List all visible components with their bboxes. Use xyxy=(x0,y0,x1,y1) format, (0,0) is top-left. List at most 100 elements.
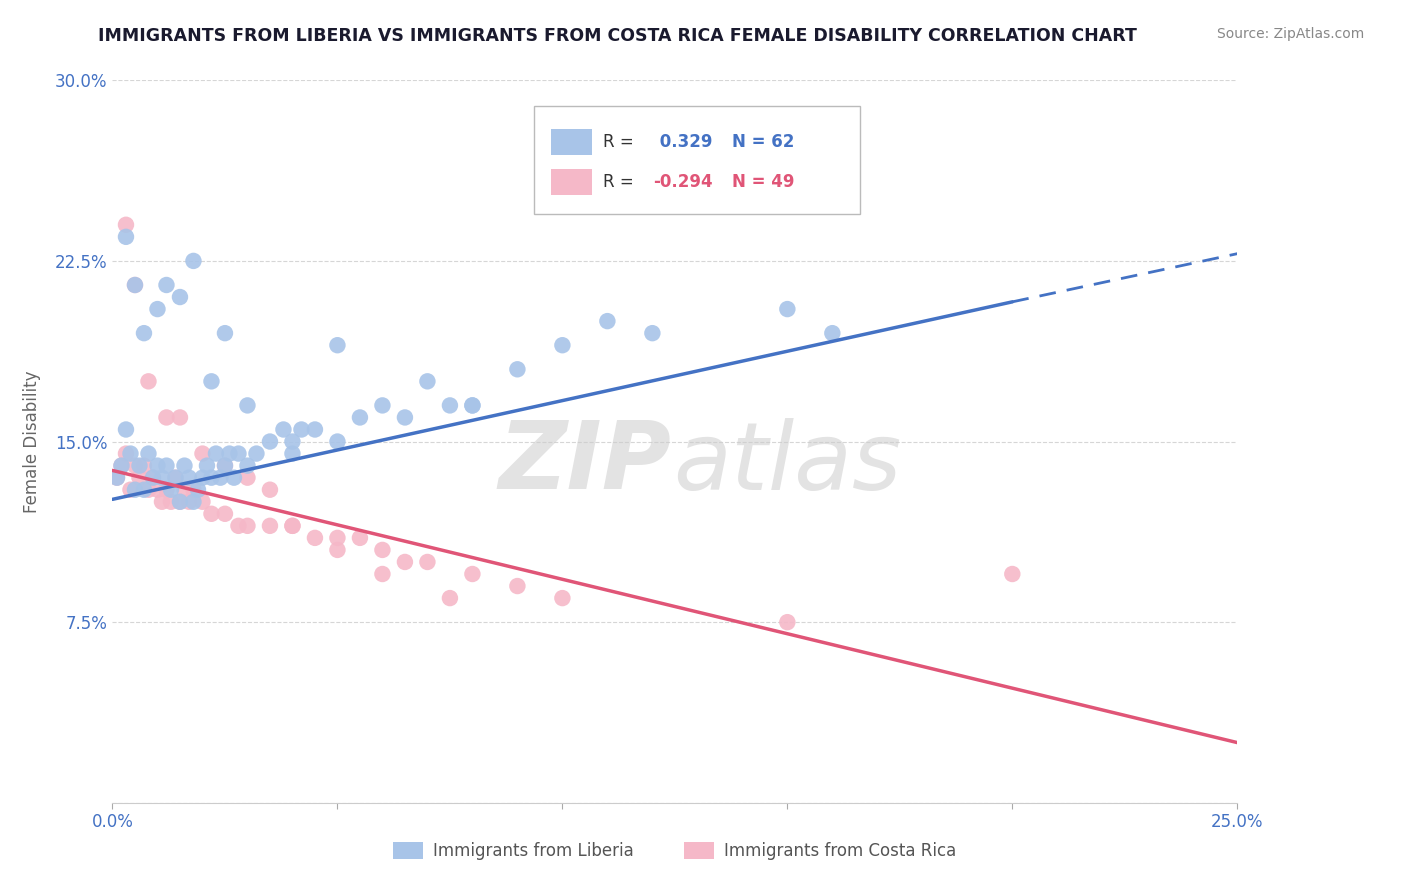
Point xyxy=(183,253,205,268)
Point xyxy=(132,458,155,473)
Text: -0.294: -0.294 xyxy=(654,173,713,191)
Point xyxy=(200,374,222,388)
Text: N = 62: N = 62 xyxy=(733,133,794,151)
FancyBboxPatch shape xyxy=(551,169,592,195)
Point xyxy=(138,446,160,460)
Point xyxy=(236,470,259,484)
Point xyxy=(146,483,169,497)
Point xyxy=(169,494,191,508)
Point xyxy=(124,483,146,497)
Point xyxy=(155,458,177,473)
Point xyxy=(326,531,349,545)
Point xyxy=(326,338,349,352)
Point xyxy=(776,615,799,630)
Point xyxy=(394,410,416,425)
Point xyxy=(214,507,236,521)
Point xyxy=(155,277,177,292)
Point xyxy=(169,290,191,304)
Point xyxy=(214,458,236,473)
Text: Source: ZipAtlas.com: Source: ZipAtlas.com xyxy=(1216,27,1364,41)
Point xyxy=(326,434,349,449)
Point xyxy=(169,494,191,508)
Point xyxy=(439,398,461,412)
Point xyxy=(177,494,200,508)
Point xyxy=(209,470,232,484)
Point xyxy=(160,483,183,497)
Point xyxy=(120,483,142,497)
Point xyxy=(281,518,304,533)
Text: IMMIGRANTS FROM LIBERIA VS IMMIGRANTS FROM COSTA RICA FEMALE DISABILITY CORRELAT: IMMIGRANTS FROM LIBERIA VS IMMIGRANTS FR… xyxy=(98,27,1137,45)
Point xyxy=(214,326,236,340)
Point xyxy=(120,446,142,460)
Point xyxy=(191,494,214,508)
Point xyxy=(506,362,529,376)
Point xyxy=(138,374,160,388)
Point xyxy=(776,301,799,317)
Point xyxy=(110,458,132,473)
Point xyxy=(128,470,150,484)
Point xyxy=(132,326,155,340)
Point xyxy=(195,458,218,473)
Y-axis label: Female Disability: Female Disability xyxy=(22,370,41,513)
Point xyxy=(259,518,281,533)
Point xyxy=(146,301,169,317)
Point xyxy=(394,555,416,569)
Point xyxy=(160,494,183,508)
Point xyxy=(124,458,146,473)
FancyBboxPatch shape xyxy=(551,128,592,154)
Point xyxy=(173,483,195,497)
Point xyxy=(177,470,200,484)
Text: 0.329: 0.329 xyxy=(654,133,711,151)
Point xyxy=(191,446,214,460)
Point xyxy=(155,410,177,425)
FancyBboxPatch shape xyxy=(534,105,860,214)
Point xyxy=(228,518,250,533)
Point xyxy=(1001,567,1024,582)
Point xyxy=(281,518,304,533)
Point xyxy=(273,422,295,436)
Point xyxy=(214,458,236,473)
Point xyxy=(349,410,371,425)
Point xyxy=(138,483,160,497)
Legend: Immigrants from Liberia, Immigrants from Costa Rica: Immigrants from Liberia, Immigrants from… xyxy=(387,835,963,867)
Point xyxy=(326,542,349,557)
Point xyxy=(596,314,619,328)
Point xyxy=(183,494,205,508)
Point xyxy=(165,470,187,484)
Point xyxy=(200,507,222,521)
Point xyxy=(461,398,484,412)
Point xyxy=(506,579,529,593)
Point xyxy=(191,470,214,484)
Point xyxy=(105,470,128,484)
Point xyxy=(439,591,461,605)
Point xyxy=(371,542,394,557)
Point xyxy=(821,145,844,160)
Text: R =: R = xyxy=(603,133,638,151)
Point xyxy=(222,470,245,484)
Point xyxy=(228,446,250,460)
Point xyxy=(115,422,138,436)
Point xyxy=(236,398,259,412)
Point xyxy=(304,531,326,545)
Point xyxy=(218,446,240,460)
Point xyxy=(173,458,195,473)
Point xyxy=(132,483,155,497)
Point xyxy=(281,446,304,460)
Point xyxy=(236,518,259,533)
Point xyxy=(416,555,439,569)
Point xyxy=(115,230,138,244)
Point xyxy=(142,470,165,484)
Point xyxy=(641,326,664,340)
Point xyxy=(124,277,146,292)
Point xyxy=(290,422,312,436)
Point xyxy=(461,398,484,412)
Point xyxy=(236,458,259,473)
Text: R =: R = xyxy=(603,173,638,191)
Point xyxy=(165,470,187,484)
Text: ZIP: ZIP xyxy=(499,417,671,509)
Point xyxy=(200,470,222,484)
Point xyxy=(821,326,844,340)
Point xyxy=(461,567,484,582)
Point xyxy=(187,483,209,497)
Point xyxy=(146,458,169,473)
